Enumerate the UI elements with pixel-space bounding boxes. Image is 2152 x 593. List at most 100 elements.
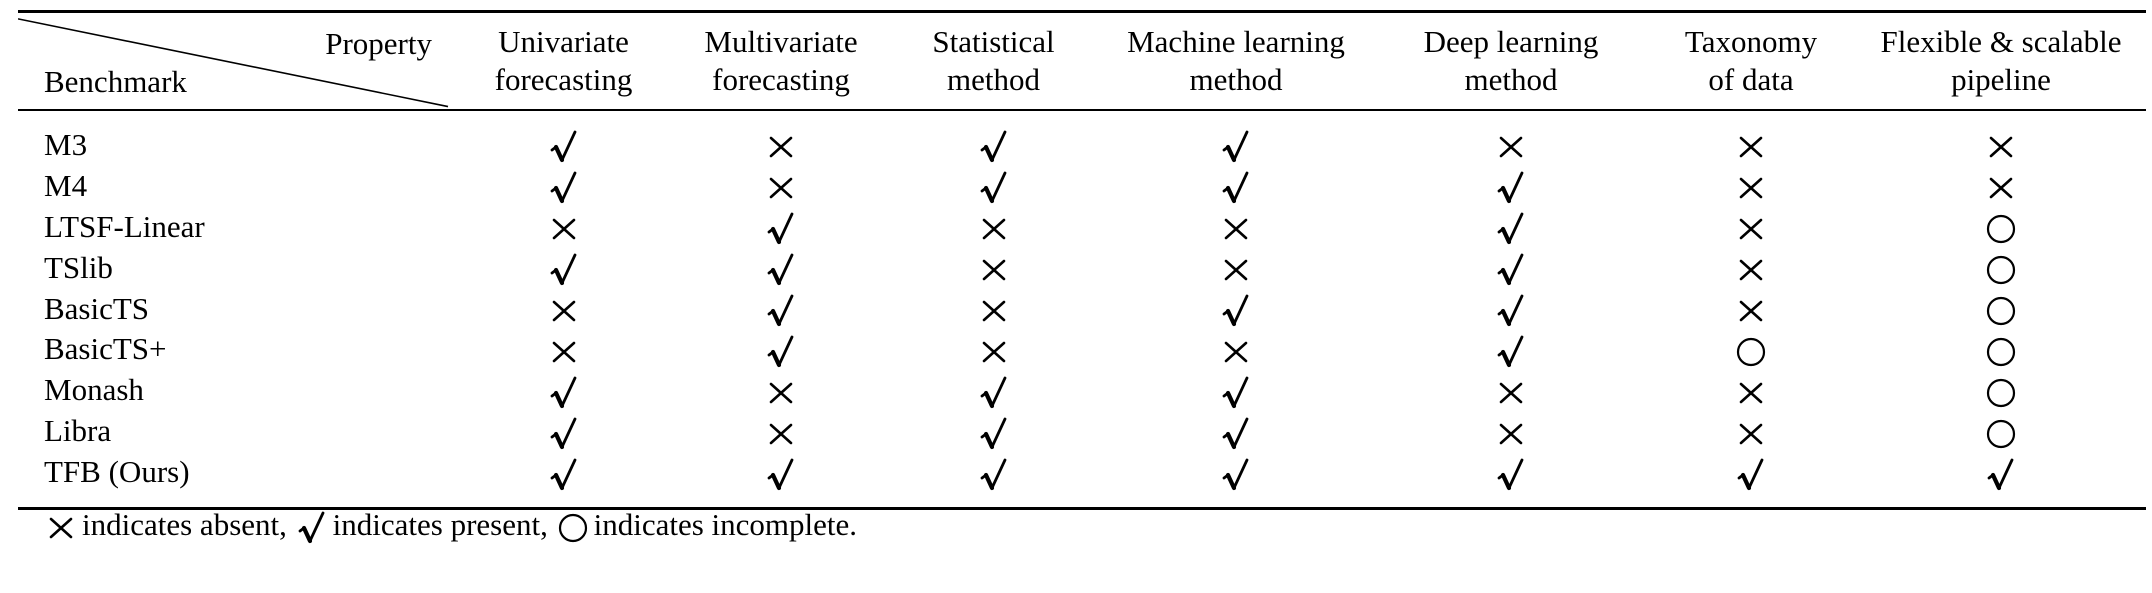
header-taxonomy-of-data: Taxonomy of data: [1646, 12, 1856, 110]
check-icon: [764, 334, 798, 370]
check-icon: [977, 457, 1011, 493]
header-line: method: [1464, 61, 1558, 97]
circle-icon: [1984, 211, 2018, 247]
check-icon: [1219, 129, 1253, 165]
benchmark-name: BasicTS+: [44, 331, 167, 367]
check-icon: [977, 416, 1011, 452]
cross-icon: [1734, 416, 1768, 452]
header-machine-learning-method: Machine learning method: [1096, 12, 1376, 110]
table-row: TSlib: [18, 247, 2146, 288]
circle-icon: [1984, 293, 2018, 329]
table-row: M4: [18, 165, 2146, 206]
header-line: method: [947, 61, 1040, 97]
check-icon: [1219, 375, 1253, 411]
property-cell: [1856, 411, 2146, 452]
property-cell: [1646, 452, 1856, 508]
table-row: TFB (Ours): [18, 452, 2146, 509]
legend-incomplete-text: indicates incomplete.: [593, 507, 858, 542]
row-header-label: Benchmark: [44, 63, 187, 99]
table-row: M3: [18, 110, 2146, 166]
check-icon: [764, 211, 798, 247]
check-icon: [547, 457, 581, 493]
header-line: Taxonomy: [1684, 23, 1818, 59]
property-cell: [1376, 370, 1646, 411]
check-icon: [764, 252, 798, 288]
cross-icon: [764, 375, 798, 411]
diagonal-header-cell: Property Benchmark: [18, 12, 456, 110]
cross-icon: [44, 510, 78, 546]
property-cell: [1646, 370, 1856, 411]
property-cell: [1376, 247, 1646, 288]
property-cell: [456, 247, 671, 288]
header-line: of data: [1708, 61, 1794, 97]
circle-icon: [1984, 375, 2018, 411]
property-cell: [456, 165, 671, 206]
property-cell: [671, 247, 891, 288]
circle-icon: [1984, 416, 2018, 452]
table-body: M3 M4 LTSF-Linear TSlib BasicTS BasicTS+ Monas…: [18, 110, 2146, 509]
property-cell: [1376, 110, 1646, 166]
cross-icon: [1494, 416, 1528, 452]
property-cell: [891, 247, 1096, 288]
property-cell: [1646, 247, 1856, 288]
cross-icon: [1219, 211, 1253, 247]
property-cell: [671, 370, 891, 411]
cross-icon: [1494, 129, 1528, 165]
header-flexible-scalable-pipeline: Flexible & scalable pipeline: [1856, 12, 2146, 110]
header-line: Multivariate: [704, 23, 858, 59]
cross-icon: [764, 170, 798, 206]
cross-icon: [1734, 129, 1768, 165]
check-icon: [1494, 457, 1528, 493]
header-univariate-forecasting: Univariate forecasting: [456, 12, 671, 110]
property-cell: [1376, 288, 1646, 329]
property-cell: [1096, 288, 1376, 329]
check-icon: [295, 510, 329, 546]
property-cell: [456, 288, 671, 329]
header-line: Flexible & scalable: [1880, 23, 2122, 59]
cross-icon: [547, 211, 581, 247]
property-cell: [456, 411, 671, 452]
check-icon: [1494, 252, 1528, 288]
check-icon: [547, 170, 581, 206]
check-icon: [1219, 457, 1253, 493]
property-cell: [1646, 110, 1856, 166]
check-icon: [764, 293, 798, 329]
check-icon: [1494, 293, 1528, 329]
check-icon: [547, 416, 581, 452]
cross-icon: [547, 334, 581, 370]
property-cell: [891, 411, 1096, 452]
header-line: Statistical: [932, 23, 1055, 59]
property-cell: [1646, 411, 1856, 452]
legend-present-text: indicates present,: [332, 507, 548, 542]
header-line: Deep learning: [1423, 23, 1599, 59]
benchmark-name: LTSF-Linear: [44, 208, 205, 244]
benchmark-name: TFB (Ours): [44, 454, 190, 490]
circle-icon: [1984, 334, 2018, 370]
property-cell: [1856, 247, 2146, 288]
property-cell: [891, 165, 1096, 206]
table-row: Libra: [18, 411, 2146, 452]
property-cell: [1096, 452, 1376, 508]
header-deep-learning-method: Deep learning method: [1376, 12, 1646, 110]
property-cell: [1096, 411, 1376, 452]
property-cell: [456, 452, 671, 508]
property-cell: [1376, 452, 1646, 508]
diagonal-divider-line: [18, 18, 449, 108]
circle-icon: [1734, 334, 1768, 370]
header-line: forecasting: [494, 61, 633, 97]
property-cell: [891, 370, 1096, 411]
cross-icon: [1219, 334, 1253, 370]
property-cell: [456, 206, 671, 247]
property-cell: [1646, 288, 1856, 329]
check-icon: [1494, 334, 1528, 370]
table-row: BasicTS: [18, 288, 2146, 329]
property-cell: [891, 110, 1096, 166]
check-icon: [977, 170, 1011, 206]
property-cell: [1856, 288, 2146, 329]
property-cell: [1856, 370, 2146, 411]
header-line: pipeline: [1951, 61, 2051, 97]
property-cell: [1096, 370, 1376, 411]
benchmark-name: BasicTS: [44, 290, 150, 326]
check-icon: [1494, 211, 1528, 247]
header-multivariate-forecasting: Multivariate forecasting: [671, 12, 891, 110]
